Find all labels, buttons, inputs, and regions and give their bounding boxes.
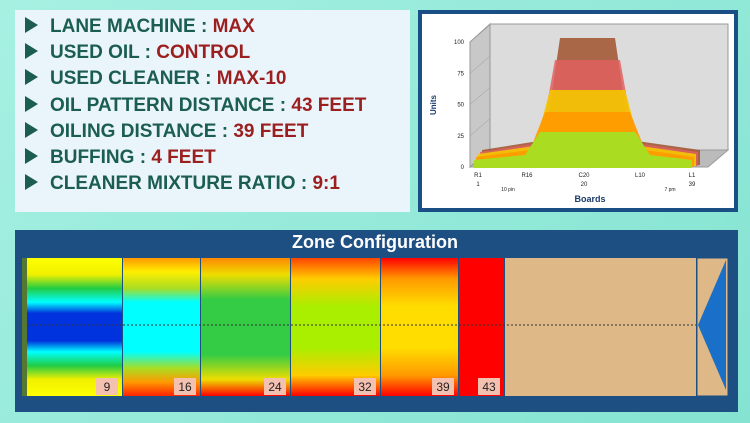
- y-tick-label: 0: [461, 165, 465, 171]
- zone: [123, 258, 200, 396]
- marker-label: 10 pin: [501, 187, 515, 193]
- spec-value: MAX-10: [216, 68, 287, 90]
- lane-edge: [22, 258, 27, 396]
- spec-row: USED OIL : CONTROL: [25, 42, 250, 64]
- grid-line: [469, 24, 491, 43]
- spec-label: USED CLEANER :: [50, 68, 212, 90]
- spec-value: 9:1: [312, 173, 340, 195]
- bullet: [25, 95, 38, 112]
- axis-title: Boards: [574, 194, 605, 204]
- zone-label: 9: [104, 380, 111, 394]
- x-tick-label: L10: [635, 173, 646, 179]
- spec-row: LANE MACHINE : MAX: [25, 16, 255, 38]
- y-tick-label: 50: [457, 103, 464, 109]
- grid-line: [469, 56, 491, 74]
- board-number: 1: [476, 182, 480, 188]
- bullet: [25, 69, 38, 86]
- spec-value: CONTROL: [156, 42, 251, 64]
- spec-row: OIL PATTERN DISTANCE : 43 FEET: [25, 95, 366, 117]
- zone-label: 32: [358, 380, 372, 394]
- zone-label-box: [264, 378, 286, 395]
- spec-value: 39 FEET: [233, 120, 309, 142]
- zone: [201, 258, 290, 396]
- spec-label: OILING DISTANCE :: [50, 120, 229, 142]
- bullet: [25, 121, 38, 138]
- oil-layer: [474, 132, 692, 168]
- spec-row: BUFFING : 4 FEET: [25, 147, 216, 169]
- x-tick-label: R1: [474, 173, 482, 179]
- spec-label: USED OIL :: [50, 42, 151, 64]
- zone-label: 24: [268, 380, 282, 394]
- zone-label-box: [96, 378, 118, 395]
- zone-label: 43: [482, 380, 496, 394]
- x-tick-label: R16: [521, 173, 533, 179]
- spec-label: BUFFING :: [50, 147, 147, 168]
- spec-label: OIL PATTERN DISTANCE :: [50, 94, 287, 116]
- marker-label: 7 pm: [664, 187, 675, 193]
- spec-value: 4 FEET: [151, 147, 216, 168]
- board-number: 39: [689, 182, 696, 188]
- zone-label: 16: [178, 380, 192, 394]
- y-tick-label: 25: [457, 134, 464, 140]
- zone-label-box: [478, 378, 500, 395]
- bullet: [25, 174, 38, 191]
- side-wall: [469, 22, 491, 169]
- zone-label-box: [432, 378, 454, 395]
- spec-label: LANE MACHINE :: [50, 16, 208, 37]
- zone: [381, 258, 458, 396]
- zone: [27, 258, 122, 396]
- spec-row: OILING DISTANCE : 39 FEET: [25, 121, 308, 143]
- zone: [459, 258, 504, 396]
- x-tick-label: L1: [689, 173, 696, 179]
- zone-label-box: [174, 378, 196, 395]
- spec-value: MAX: [212, 16, 255, 37]
- dry-lane: [505, 258, 696, 396]
- pin-triangle: [698, 260, 726, 390]
- zone-title: Zone Configuration: [292, 232, 458, 252]
- spec-row: CLEANER MIXTURE RATIO : 9:1: [25, 173, 340, 195]
- bullet: [25, 43, 38, 60]
- zone-label-box: [354, 378, 376, 395]
- grid-line: [469, 118, 491, 136]
- spec-list: LANE MACHINE : MAX USED OIL : CONTROL USED…: [15, 10, 410, 212]
- spec-label: CLEANER MIXTURE RATIO :: [50, 173, 308, 195]
- spec-value: 43 FEET: [291, 94, 367, 116]
- zone: [291, 258, 380, 396]
- y-tick-label: 100: [454, 40, 465, 46]
- spec-row: USED CLEANER : MAX-10: [25, 68, 286, 90]
- bullet: [25, 17, 38, 33]
- x-tick-label: C20: [578, 173, 590, 179]
- grid-line: [469, 87, 491, 105]
- bullet: [25, 148, 38, 164]
- board-number: 20: [581, 182, 588, 188]
- y-tick-label: 75: [457, 71, 464, 77]
- axis-title: Units: [429, 94, 438, 115]
- zone-label: 39: [436, 380, 450, 394]
